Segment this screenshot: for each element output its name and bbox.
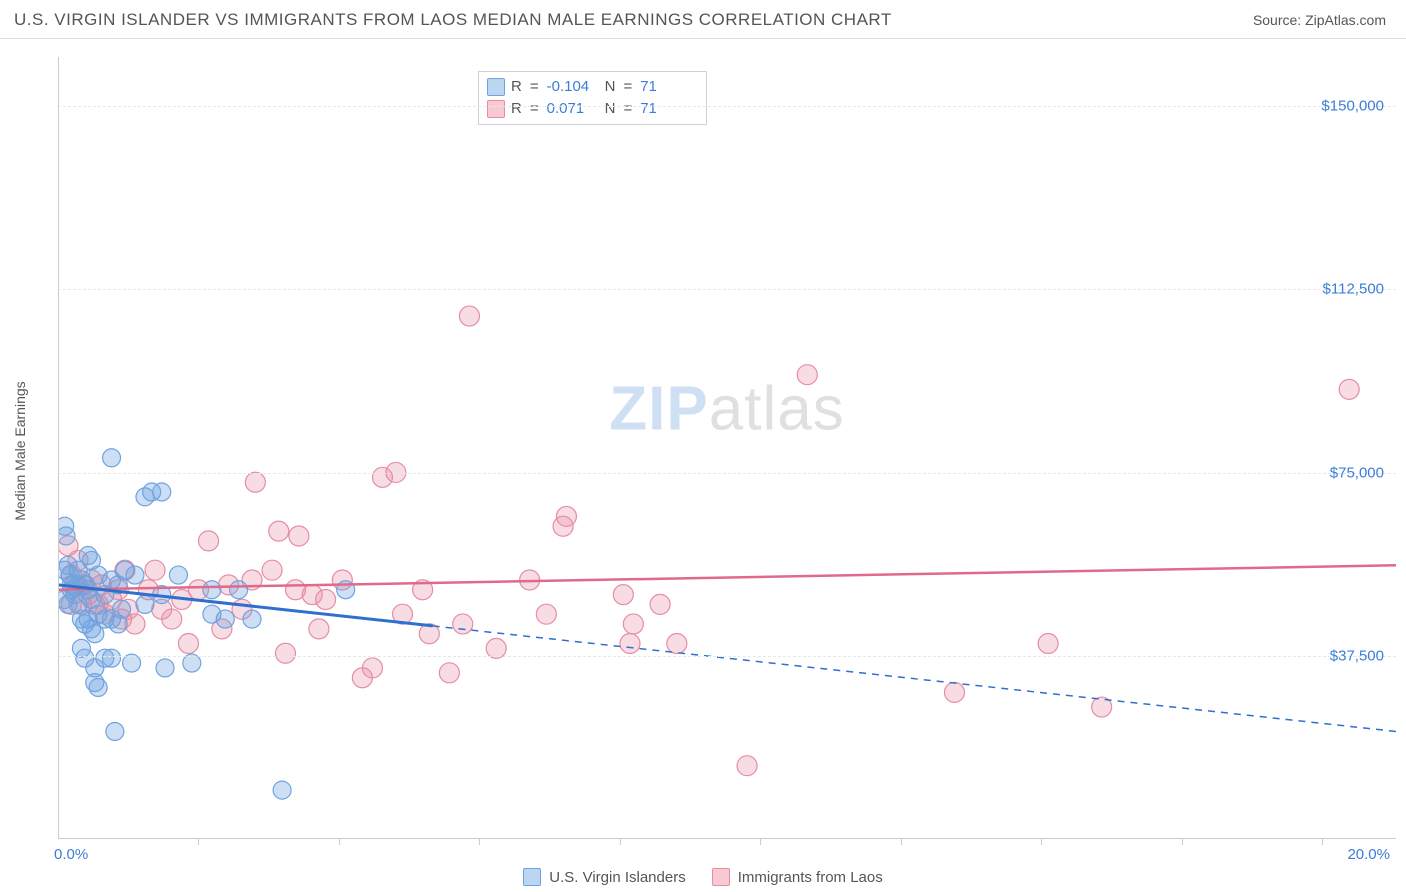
pink-point [199,531,219,551]
chart-header: U.S. VIRGIN ISLANDER VS IMMIGRANTS FROM … [0,0,1406,39]
blue-point [113,600,131,618]
pink-point [536,604,556,624]
blue-point [106,722,124,740]
pink-point [459,306,479,326]
pink-point [362,658,382,678]
pink-point [623,614,643,634]
x-max-label: 20.0% [1347,846,1390,863]
blue-point [103,449,121,467]
pink-point [162,609,182,629]
legend-label-blue: U.S. Virgin Islanders [549,869,685,886]
plot-region: ZIPatlas R = -0.104 N = 71 R = 0.071 N =… [58,57,1396,839]
scatter-svg [58,57,1396,839]
blue-point [230,581,248,599]
blue-point [136,595,154,613]
trendline-blue-dashed [433,626,1396,732]
x-tick [1322,839,1323,845]
x-tick [198,839,199,845]
x-tick [620,839,621,845]
x-tick [760,839,761,845]
blue-point [243,610,261,628]
blue-point [58,527,75,545]
pink-point [289,526,309,546]
y-axis-line [58,57,59,839]
legend-swatch-pink [712,868,730,886]
legend-item-blue: U.S. Virgin Islanders [523,868,685,886]
x-tick [1041,839,1042,845]
blue-point [126,566,144,584]
pink-point [245,472,265,492]
gridline [58,473,1396,474]
pink-point [667,634,687,654]
blue-point [216,610,234,628]
pink-point [316,590,336,610]
pink-point [797,365,817,385]
pink-point [439,663,459,683]
blue-point [169,566,187,584]
y-axis-label: Median Male Earnings [12,381,28,520]
pink-point [620,634,640,654]
blue-point [89,678,107,696]
pink-point [178,634,198,654]
blue-point [273,781,291,799]
pink-point [275,643,295,663]
legend-label-pink: Immigrants from Laos [738,869,883,886]
legend-swatch-blue [523,868,541,886]
pink-point [1038,634,1058,654]
x-axis-line [58,838,1396,839]
legend-series: U.S. Virgin Islanders Immigrants from La… [0,868,1406,886]
pink-point [262,560,282,580]
legend-item-pink: Immigrants from Laos [712,868,883,886]
pink-point [737,756,757,776]
x-tick [339,839,340,845]
pink-point [145,560,165,580]
blue-point [153,483,171,501]
pink-point [125,614,145,634]
x-tick [479,839,480,845]
pink-point [944,682,964,702]
chart-area: Median Male Earnings ZIPatlas R = -0.104… [30,45,1396,857]
gridline [58,289,1396,290]
chart-source: Source: ZipAtlas.com [1253,12,1386,28]
x-tick [901,839,902,845]
blue-point [103,649,121,667]
gridline [58,106,1396,107]
pink-point [613,585,633,605]
x-tick [1182,839,1183,845]
chart-title: U.S. VIRGIN ISLANDER VS IMMIGRANTS FROM … [14,10,892,30]
y-tick-label: $37,500 [1330,648,1384,665]
blue-point [203,581,221,599]
y-tick-label: $150,000 [1321,98,1384,115]
y-tick-label: $75,000 [1330,465,1384,482]
x-min-label: 0.0% [54,846,88,863]
pink-point [556,506,576,526]
blue-point [156,659,174,677]
pink-point [309,619,329,639]
pink-point [650,594,670,614]
pink-point [453,614,473,634]
gridline [58,656,1396,657]
pink-point [269,521,289,541]
y-tick-label: $112,500 [1323,281,1384,298]
pink-point [1339,379,1359,399]
